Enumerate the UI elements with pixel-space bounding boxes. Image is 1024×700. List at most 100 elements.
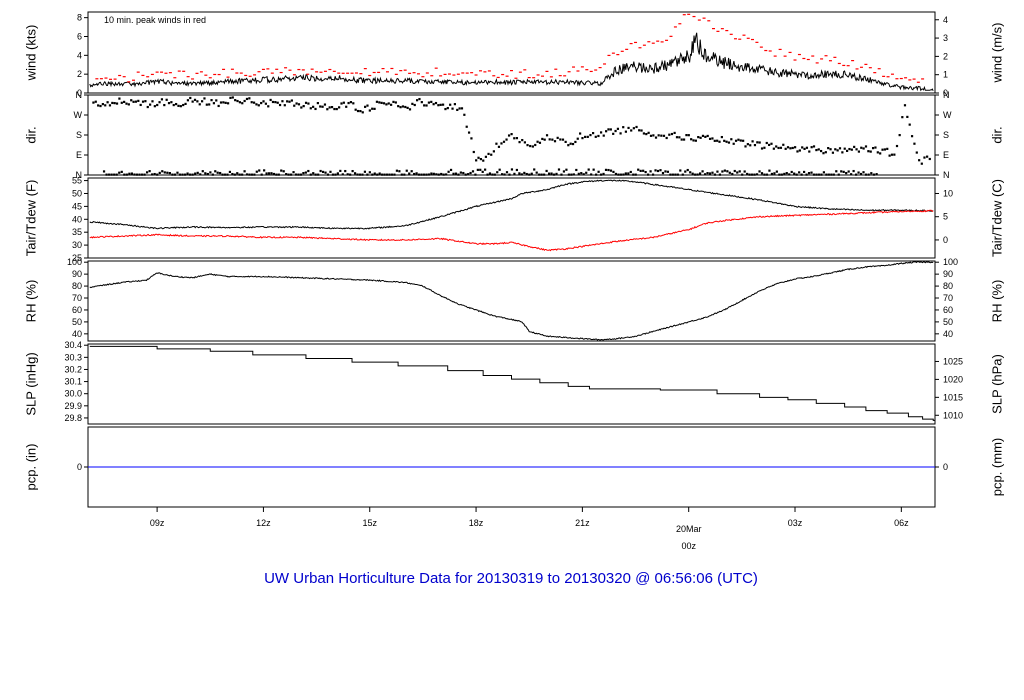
direction-point bbox=[285, 173, 288, 176]
direction-point bbox=[609, 169, 613, 172]
direction-point bbox=[560, 173, 563, 176]
direction-point bbox=[748, 173, 751, 176]
direction-point bbox=[292, 171, 295, 174]
direction-point bbox=[425, 104, 428, 107]
direction-point bbox=[452, 172, 455, 175]
direction-point bbox=[801, 146, 804, 149]
direction-point bbox=[523, 171, 526, 175]
direction-point bbox=[99, 104, 102, 108]
direction-point bbox=[565, 168, 568, 171]
direction-point bbox=[786, 146, 790, 149]
direction-point bbox=[543, 138, 546, 141]
direction-point bbox=[171, 173, 174, 176]
direction-point bbox=[859, 172, 863, 176]
y-tick-label-left: 90 bbox=[72, 269, 82, 279]
direction-point bbox=[711, 137, 714, 140]
direction-point bbox=[770, 172, 774, 176]
direction-point bbox=[113, 173, 116, 176]
direction-point bbox=[528, 173, 531, 176]
y-axis-label-left: Tair/Tdew (F) bbox=[23, 180, 38, 257]
y-tick-label-right: 50 bbox=[943, 317, 953, 327]
direction-point bbox=[217, 104, 220, 108]
direction-point bbox=[530, 172, 533, 175]
direction-point bbox=[340, 102, 343, 105]
direction-point bbox=[763, 173, 766, 176]
direction-point bbox=[390, 103, 393, 106]
y-axis-label-right: Tair/Tdew (C) bbox=[989, 179, 1004, 257]
direction-point bbox=[120, 101, 123, 104]
direction-point bbox=[647, 131, 650, 134]
direction-point bbox=[545, 169, 548, 173]
direction-point bbox=[304, 171, 307, 174]
direction-point bbox=[314, 107, 317, 111]
direction-point bbox=[708, 172, 712, 175]
direction-point bbox=[803, 147, 806, 151]
y-tick-label-left: S bbox=[76, 130, 82, 140]
direction-point bbox=[867, 150, 870, 153]
direction-point bbox=[482, 159, 485, 162]
direction-point bbox=[464, 173, 467, 176]
direction-point bbox=[825, 173, 828, 176]
direction-point bbox=[630, 129, 633, 132]
direction-point bbox=[704, 135, 707, 138]
direction-point bbox=[198, 103, 201, 106]
direction-point bbox=[245, 97, 249, 101]
direction-point bbox=[579, 132, 582, 135]
y-tick-label-right: E bbox=[943, 150, 949, 160]
direction-point bbox=[488, 172, 492, 175]
direction-point bbox=[835, 170, 838, 173]
direction-point bbox=[867, 173, 870, 176]
direction-point bbox=[550, 172, 553, 175]
direction-point bbox=[720, 135, 723, 139]
direction-point bbox=[368, 109, 371, 112]
direction-point bbox=[274, 101, 277, 104]
y-tick-label-right: 60 bbox=[943, 305, 953, 315]
direction-point bbox=[458, 107, 461, 110]
direction-point bbox=[278, 103, 282, 107]
direction-point bbox=[406, 106, 409, 110]
direction-point bbox=[534, 143, 537, 147]
direction-point bbox=[422, 173, 426, 176]
direction-point bbox=[642, 169, 645, 172]
direction-point bbox=[848, 147, 851, 151]
direction-point bbox=[484, 155, 488, 158]
direction-point bbox=[518, 141, 521, 144]
direction-point bbox=[515, 137, 519, 140]
direction-point bbox=[926, 155, 929, 158]
direction-point bbox=[151, 100, 154, 103]
direction-point bbox=[346, 173, 349, 176]
direction-point bbox=[847, 170, 850, 173]
direction-point bbox=[553, 140, 557, 143]
direction-point bbox=[302, 104, 305, 108]
direction-point bbox=[682, 138, 686, 141]
direction-point bbox=[746, 143, 749, 146]
y-tick-label-left: 60 bbox=[72, 305, 82, 315]
series-dir-points bbox=[92, 96, 931, 176]
direction-point bbox=[798, 171, 801, 174]
direction-point bbox=[375, 100, 379, 103]
direction-point bbox=[108, 173, 111, 176]
y-tick-label-right: 1025 bbox=[943, 356, 963, 366]
direction-point bbox=[380, 101, 383, 104]
direction-point bbox=[128, 172, 131, 175]
direction-point bbox=[205, 103, 208, 106]
direction-point bbox=[281, 100, 284, 103]
direction-point bbox=[857, 171, 860, 174]
direction-point bbox=[756, 141, 759, 144]
direction-point bbox=[252, 101, 256, 104]
direction-point bbox=[184, 102, 187, 105]
direction-point bbox=[727, 141, 731, 144]
direction-point bbox=[853, 145, 856, 148]
direction-point bbox=[378, 101, 381, 104]
direction-point bbox=[479, 168, 482, 171]
direction-point bbox=[408, 172, 411, 175]
direction-point bbox=[718, 173, 722, 176]
direction-point bbox=[410, 170, 413, 173]
direction-point bbox=[243, 99, 246, 103]
direction-point bbox=[668, 133, 671, 136]
direction-point bbox=[734, 139, 738, 142]
direction-point bbox=[879, 152, 882, 155]
direction-point bbox=[430, 172, 433, 175]
direction-point bbox=[910, 135, 914, 138]
direction-point bbox=[400, 173, 403, 176]
